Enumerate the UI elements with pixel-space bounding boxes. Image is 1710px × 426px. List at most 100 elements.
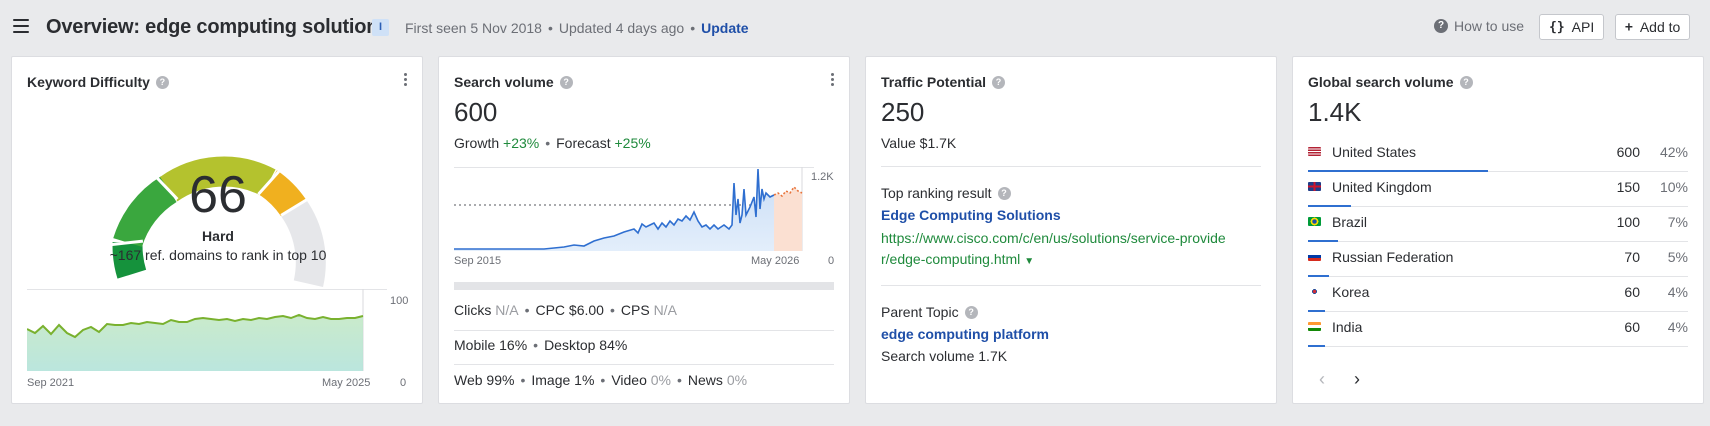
country-name: Korea — [1332, 284, 1370, 300]
clicks-value: N/A — [495, 302, 519, 318]
country-share-bar — [1308, 240, 1338, 242]
parent-topic-help-icon[interactable]: ? — [964, 305, 978, 319]
keyword-difficulty-card: Keyword Difficulty ? 66 Hard ~167 ref. d… — [11, 56, 423, 404]
parent-topic-link[interactable]: edge computing platform — [881, 326, 1049, 342]
country-flag-icon — [1308, 147, 1321, 156]
country-row[interactable]: Korea 60 4% — [1308, 277, 1688, 312]
kd-note: ~167 ref. domains to rank in top 10 — [109, 247, 327, 263]
kd-history-chart — [27, 289, 387, 371]
plus-icon: + — [1625, 19, 1633, 35]
forecast-value: +25% — [614, 135, 651, 151]
country-share-bar — [1308, 170, 1488, 172]
traffic-potential-card: Traffic Potential ? 250 Value $1.7K Top … — [865, 56, 1277, 404]
global-search-volume-card: Global search volume ? 1.4K United State… — [1292, 56, 1704, 404]
kd-help-icon[interactable]: ? — [155, 75, 169, 89]
hamburger-menu-icon[interactable] — [13, 19, 29, 33]
video-label: Video — [611, 372, 647, 388]
braces-icon: {} — [1549, 19, 1565, 35]
top-result-help-icon[interactable]: ? — [997, 186, 1011, 200]
add-to-button[interactable]: + Add to — [1615, 14, 1691, 40]
url-dropdown-icon[interactable]: ▼ — [1024, 256, 1035, 267]
country-name: United States — [1332, 144, 1417, 160]
kd-gauge — [112, 156, 326, 288]
row-divider — [1308, 206, 1688, 207]
gsv-title-text: Global search volume — [1308, 74, 1454, 90]
gsv-title: Global search volume ? — [1308, 74, 1473, 90]
country-share-bar — [1308, 275, 1329, 277]
how-to-use-label: How to use — [1454, 18, 1525, 34]
how-to-use-link[interactable]: ? How to use — [1434, 18, 1524, 34]
country-row[interactable]: United Kingdom 150 10% — [1308, 172, 1688, 207]
gauge-seg-5 — [280, 199, 326, 288]
country-volume: 100 — [1616, 214, 1640, 230]
desktop-share: Desktop 84% — [544, 337, 628, 353]
sv-axis-min: 0 — [828, 255, 835, 267]
cps-label: CPS — [620, 302, 650, 318]
country-percent: 10% — [1659, 179, 1688, 195]
country-volume: 60 — [1624, 319, 1640, 335]
country-percent: 4% — [1667, 284, 1688, 300]
country-row[interactable]: United States 600 42% — [1308, 137, 1688, 172]
prev-page-icon[interactable]: ‹ — [1319, 369, 1325, 389]
news-value: 0% — [726, 372, 748, 388]
tp-title: Traffic Potential ? — [881, 74, 1006, 90]
sv-forecast-area — [774, 187, 802, 251]
kd-history-line — [27, 313, 364, 339]
country-flag-icon — [1308, 287, 1321, 296]
growth-label: Growth — [454, 135, 500, 151]
top-result-url-link-2[interactable]: r/edge-computing.html — [881, 251, 1021, 267]
sv-forecast-line — [773, 185, 803, 198]
image-share: Image 1% — [531, 372, 595, 388]
api-button[interactable]: {} API — [1539, 14, 1605, 40]
sv-title: Search volume ? — [454, 74, 573, 90]
row-divider — [1308, 346, 1688, 347]
forecast-label: Forecast — [556, 135, 611, 151]
page-header: Overview: edge computing solutions I Fir… — [0, 0, 1710, 56]
country-volume: 150 — [1616, 179, 1640, 195]
row-divider — [1308, 311, 1688, 312]
tp-help-icon[interactable]: ? — [992, 75, 1006, 89]
country-flag-icon — [1308, 252, 1321, 261]
tp-title-text: Traffic Potential — [881, 74, 987, 90]
gsv-help-icon[interactable]: ? — [1459, 75, 1473, 89]
top-result-url-row-2: r/edge-computing.html ▼ — [881, 251, 1034, 267]
country-percent: 5% — [1667, 249, 1688, 265]
country-name: United Kingdom — [1332, 179, 1432, 195]
sv-help-icon[interactable]: ? — [559, 75, 573, 89]
kd-value: 66 — [189, 166, 247, 224]
top-result-title-link[interactable]: Edge Computing Solutions — [881, 207, 1061, 223]
country-row[interactable]: Russian Federation 70 5% — [1308, 242, 1688, 277]
country-volume: 70 — [1624, 249, 1640, 265]
tp-value-line: Value $1.7K — [881, 135, 957, 151]
update-link[interactable]: Update — [701, 20, 749, 36]
cpc-value: CPC $6.00 — [535, 302, 604, 318]
kd-title: Keyword Difficulty ? — [27, 74, 169, 90]
top-result-label: Top ranking result — [881, 185, 992, 201]
keyword-meta: First seen 5 Nov 2018 • Updated 4 days ago… — [405, 20, 749, 36]
sv-serp-type-line: Web 99% • Image 1% • Video 0% • News 0% — [454, 372, 748, 388]
country-share-bar — [1308, 205, 1351, 207]
gauge-seg-3 — [159, 156, 276, 202]
country-row[interactable]: Brazil 100 7% — [1308, 207, 1688, 242]
gauge-seg-2 — [113, 176, 178, 248]
next-page-icon[interactable]: › — [1354, 369, 1360, 389]
sv-more-icon[interactable] — [831, 73, 835, 88]
intent-badge[interactable]: I — [372, 19, 389, 36]
country-name: Russian Federation — [1332, 249, 1454, 265]
country-volume: 600 — [1616, 144, 1640, 160]
country-volume: 60 — [1624, 284, 1640, 300]
sv-title-text: Search volume — [454, 74, 554, 90]
country-percent: 42% — [1659, 144, 1688, 160]
kd-title-text: Keyword Difficulty — [27, 74, 150, 90]
sv-history-chart — [454, 167, 814, 251]
row-divider — [1308, 171, 1688, 172]
sv-growth-line: Growth +23% • Forecast +25% — [454, 135, 651, 151]
sv-range-scrollbar[interactable] — [454, 282, 834, 290]
top-result-url-link-1[interactable]: https://www.cisco.com/c/en/us/solutions/… — [881, 230, 1226, 246]
kd-more-icon[interactable] — [404, 73, 408, 88]
sv-clicks-line: Clicks N/A • CPC $6.00 • CPS N/A — [454, 302, 677, 318]
sv-history-line — [454, 168, 775, 250]
kd-level: Hard — [202, 228, 234, 244]
country-row[interactable]: India 60 4% — [1308, 312, 1688, 347]
gsv-value: 1.4K — [1308, 97, 1362, 127]
